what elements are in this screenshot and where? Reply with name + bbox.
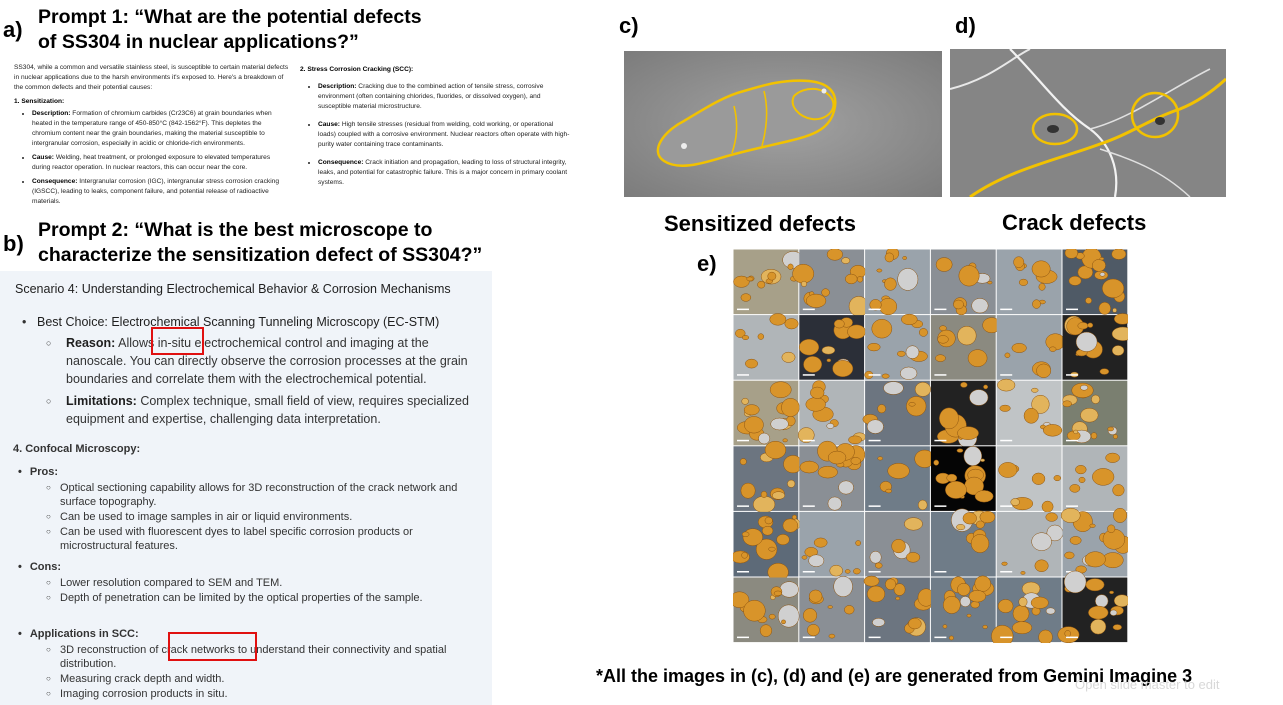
section-1-list: Description: Formation of chromium carbi… <box>14 109 290 207</box>
micrograph-tile <box>798 315 867 380</box>
micrograph-tile <box>996 446 1062 513</box>
section-1-title: 1. Sensitization: <box>14 98 65 105</box>
micrograph-tile <box>733 441 803 513</box>
micrograph-tile <box>792 248 869 317</box>
section-2-item: Description: Cracking due to the combine… <box>318 82 572 112</box>
micrograph-tile <box>799 576 865 643</box>
prompt-1-line2: of SS304 in nuclear applications?” <box>38 31 359 53</box>
micrograph-tile <box>1062 380 1128 446</box>
micrograph-tile <box>930 575 996 643</box>
micrograph-tile <box>1062 247 1128 315</box>
limitations-text: Complex technique, small field of view, … <box>66 394 469 426</box>
scenario-heading: Scenario 4: Understanding Electrochemica… <box>15 282 451 296</box>
pros-item: ○ Optical sectioning capability allows fo… <box>46 482 458 508</box>
micrograph-tile <box>930 249 996 316</box>
prompt-2-line2: characterize the sensitization defect of… <box>38 244 483 266</box>
applications-item: ○ 3D reconstruction of crack networks to … <box>46 644 447 670</box>
answer-1-right-column: 2. Stress Corrosion Cracking (SCC): Desc… <box>300 65 572 192</box>
cons-list: ○ Lower resolution compared to SEM and TE… <box>46 576 446 605</box>
micrograph-tile <box>1060 507 1132 577</box>
prompt-1-title: Prompt 1: “What are the potential defect… <box>38 5 498 55</box>
panel-a-letter: a) <box>3 17 23 42</box>
panel-b-letter: b) <box>3 231 24 256</box>
micrograph-tile <box>930 380 996 448</box>
in-situ-highlight-box <box>151 327 204 355</box>
footnote: *All the images in (c), (d) and (e) are … <box>596 666 1193 686</box>
cons-heading: • Cons: <box>18 561 62 573</box>
micrograph-tile <box>1062 313 1134 380</box>
micrograph-tile <box>799 440 866 511</box>
applications-list: ○ 3D reconstruction of crack networks to … <box>46 643 466 701</box>
micrograph-tile <box>729 577 800 643</box>
panel-d-letter: d) <box>955 13 976 38</box>
micrograph-tile <box>930 315 1002 380</box>
section-1-item: Cause: Welding, heat treatment, or prolo… <box>32 153 290 173</box>
micrograph-tile <box>930 446 996 511</box>
crack-defects-caption: Crack defects <box>1002 210 1147 235</box>
sensitized-defects-caption: Sensitized defects <box>664 211 856 236</box>
micrograph-tile <box>865 446 935 511</box>
section-2-item: Consequence: Crack initiation and propag… <box>318 158 572 188</box>
micrograph-tile <box>799 511 865 577</box>
micrograph-tile <box>733 380 800 446</box>
prompt-2-line1: Prompt 2: “What is the best microscope t… <box>38 219 433 241</box>
micrograph-tile <box>865 511 930 577</box>
reason-text: Allows in-situ electrochemical control a… <box>66 336 468 386</box>
sensitized-defect-image <box>624 51 942 197</box>
micrograph-tile <box>730 511 801 582</box>
cons-item: ○ Depth of penetration can be limited by … <box>46 592 423 604</box>
slide-watermark: Open slide master to edit <box>1075 677 1220 692</box>
micrograph-tile <box>864 313 930 380</box>
micrograph-tile <box>863 575 935 643</box>
crack-defect-image <box>949 48 1228 199</box>
reason-item: ○ Reason: Allows in-situ electrochemical… <box>46 336 468 386</box>
confocal-heading: 4. Confocal Microscopy: <box>13 443 141 455</box>
prompt-2-title: Prompt 2: “What is the best microscope t… <box>38 218 518 268</box>
pros-item: ○ Can be used with fluorescent dyes to la… <box>46 526 413 552</box>
micrograph-tile <box>996 315 1066 380</box>
applications-item: ○ Measuring crack depth and width. <box>46 673 225 685</box>
section-2-title: 2. Stress Corrosion Cracking (SCC): <box>300 66 414 73</box>
prompt-1-line1: Prompt 1: “What are the potential defect… <box>38 6 422 28</box>
answer-1-intro: SS304, while a common and versatile stai… <box>14 64 289 91</box>
micrograph-grid <box>729 247 1134 648</box>
micrograph-tile <box>996 378 1063 446</box>
section-1-item: Description: Formation of chromium carbi… <box>32 109 290 149</box>
micrograph-tile <box>733 313 799 380</box>
crack-networks-highlight-box <box>168 632 257 661</box>
micrograph-tile <box>865 247 930 316</box>
pros-list: ○ Optical sectioning capability allows fo… <box>46 481 466 553</box>
micrograph-tile <box>733 249 804 315</box>
answer-2-panel: Scenario 4: Understanding Electrochemica… <box>0 271 492 705</box>
applications-heading: • Applications in SCC: <box>18 628 139 640</box>
pros-item: ○ Can be used to image samples in air or … <box>46 511 353 523</box>
pros-heading: • Pros: <box>18 466 58 478</box>
section-2-list: Description: Cracking due to the combine… <box>300 82 572 188</box>
micrograph-tile <box>996 249 1062 315</box>
answer-1-left-column: SS304, while a common and versatile stai… <box>14 63 290 211</box>
micrograph-tile <box>1057 570 1131 644</box>
cons-item: ○ Lower resolution compared to SEM and TE… <box>46 577 283 589</box>
micrograph-grid-svg <box>729 247 1134 648</box>
section-1-item: Consequence: Intergranular corrosion (IG… <box>32 177 290 207</box>
limitations-item: ○ Limitations: Complex technique, small … <box>46 394 469 426</box>
micrograph-tile <box>996 511 1064 577</box>
micrograph-tile <box>930 508 996 577</box>
micrograph-tile <box>862 380 931 446</box>
best-choice-text: Best Choice: Electrochemical Scanning Tu… <box>37 315 440 329</box>
section-2-item: Cause: High tensile stresses (residual f… <box>318 120 572 150</box>
panel-c-letter: c) <box>619 13 639 38</box>
micrograph-tile <box>991 577 1062 648</box>
micrograph-tile <box>797 380 866 446</box>
panel-e-letter: e) <box>697 251 717 276</box>
micrograph-tile <box>1062 446 1128 511</box>
applications-item: ○ Imaging corrosion products in situ. <box>46 688 228 700</box>
